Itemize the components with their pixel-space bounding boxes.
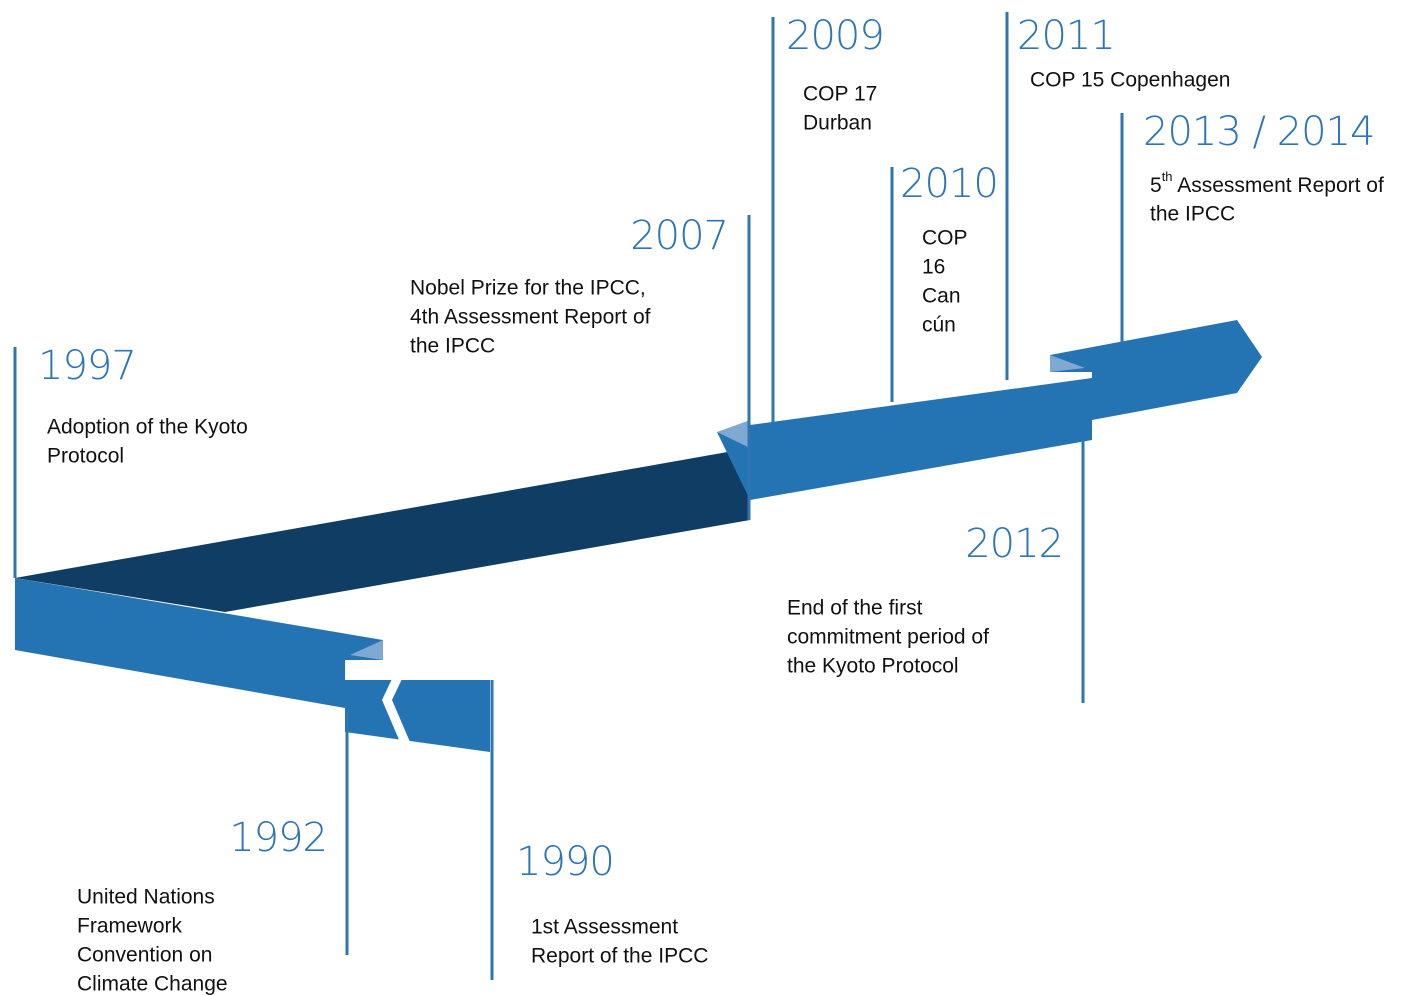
event-year: 2013 / 2014 — [1143, 109, 1375, 155]
event-description: End of the first — [787, 597, 923, 620]
event-description: Framework — [77, 915, 183, 938]
event-description: 1st Assessment — [531, 916, 678, 939]
event-description: Durban — [803, 112, 872, 135]
ribbon-fold — [1050, 355, 1085, 372]
ribbon-segment — [15, 578, 490, 752]
event-description: Protocol — [47, 445, 124, 468]
event-description: Can — [922, 285, 961, 308]
event-description: United Nations — [77, 886, 215, 909]
event-year: 2011 — [1017, 13, 1115, 59]
ribbon — [15, 320, 1262, 752]
event-description: Report of the IPCC — [531, 945, 708, 968]
event-description: COP 17 — [803, 83, 877, 106]
event-description: COP 15 Copenhagen — [1030, 69, 1230, 92]
event-year: 1997 — [38, 343, 136, 389]
event-description: cún — [922, 314, 956, 337]
ribbon-dark — [15, 448, 750, 612]
event-description: the IPCC — [1150, 203, 1235, 226]
event-year: 2010 — [900, 161, 998, 207]
event-description: Nobel Prize for the IPCC, — [410, 277, 646, 300]
ribbon-fold — [717, 420, 750, 448]
event-description: Climate Change — [77, 973, 228, 995]
description-line: Assessment Report of — [1173, 174, 1384, 197]
event-description: 4th Assessment Report of — [410, 306, 651, 329]
event-year: 1990 — [516, 839, 614, 885]
event-description: the Kyoto Protocol — [787, 655, 959, 678]
ordinal: 5 — [1150, 174, 1162, 197]
event-description: Convention on — [77, 944, 212, 967]
ordinal-suffix: th — [1162, 169, 1173, 184]
event-year: 2009 — [786, 13, 884, 59]
event-description: commitment period of — [787, 626, 989, 649]
ribbon-segment — [1050, 320, 1262, 420]
event-year: 2012 — [965, 521, 1063, 567]
chevron — [382, 662, 410, 742]
event-description: the IPCC — [410, 335, 495, 358]
event-year: 2007 — [630, 213, 728, 259]
event-description: Adoption of the Kyoto — [47, 416, 248, 439]
ribbon-segment — [717, 378, 1092, 500]
ribbon-fold — [350, 640, 383, 660]
event-description: COP — [922, 227, 968, 250]
event-description: 16 — [922, 256, 945, 279]
event-description: 5th Assessment Report of — [1150, 169, 1384, 196]
event-year: 1992 — [229, 815, 327, 861]
